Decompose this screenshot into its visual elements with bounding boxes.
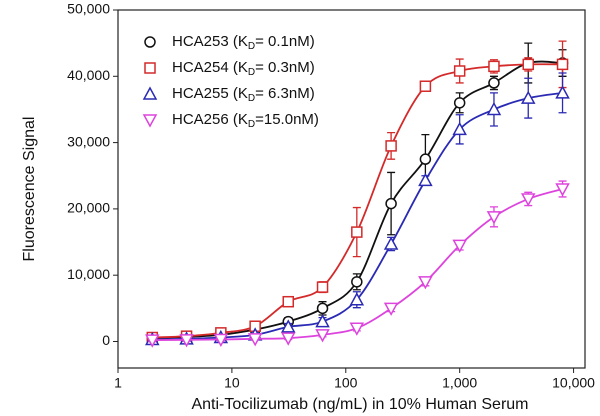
y-tick-label: 20,000 [67,200,110,216]
x-tick-label: 100 [334,375,358,391]
x-tick-label: 1 [114,375,122,391]
x-tick-label: 1,000 [442,375,477,391]
marker [453,97,466,109]
legend-label: HCA255 (KD= 6.3nM) [172,85,315,104]
marker [351,226,363,238]
marker [452,121,467,136]
marker [315,314,330,328]
marker [488,77,500,89]
marker [453,65,466,77]
marker [452,239,467,253]
marker [282,295,295,308]
y-tick-label: 0 [102,332,110,348]
marker [316,281,329,293]
marker [385,140,397,152]
marker [179,334,194,348]
marker [488,60,500,73]
marker [385,197,397,210]
legend-label: HCA256 (KD=15.0nM) [172,111,319,130]
marker [213,333,229,348]
marker [419,153,432,165]
marker [351,276,363,288]
y-tick-label: 10,000 [67,266,110,282]
marker [520,90,536,104]
marker [144,62,156,74]
x-tick-label: 10 [224,375,240,391]
marker [145,334,160,348]
marker [383,236,399,250]
series [146,40,569,344]
marker [142,86,158,100]
marker [247,333,263,347]
legend-label: HCA254 (KD= 0.3nM) [172,59,315,78]
marker [280,319,296,333]
marker [486,101,502,116]
marker [486,211,502,225]
marker [556,58,569,71]
marker [555,183,570,197]
marker [349,322,365,336]
marker [419,80,432,92]
marker [349,292,365,306]
marker [144,36,156,48]
marker [383,302,399,316]
series [145,180,570,348]
y-axis-title: Fluorescence Signal [21,117,38,262]
y-tick-label: 50,000 [67,1,110,17]
y-tick-label: 40,000 [67,67,110,83]
marker [315,329,330,343]
y-tick-label: 30,000 [67,133,110,149]
legend-label: HCA253 (KD= 0.1nM) [172,33,315,52]
marker [418,172,433,187]
plot-frame [117,9,586,369]
x-axis-title: Anti-Tocilizumab (ng/mL) in 10% Human Se… [191,396,528,413]
x-tick-label: 10,000 [552,375,595,391]
marker [316,302,329,315]
marker [280,332,296,346]
marker [522,58,534,71]
marker [142,114,158,128]
marker [418,276,433,290]
marker [520,193,536,207]
marker [555,85,570,99]
